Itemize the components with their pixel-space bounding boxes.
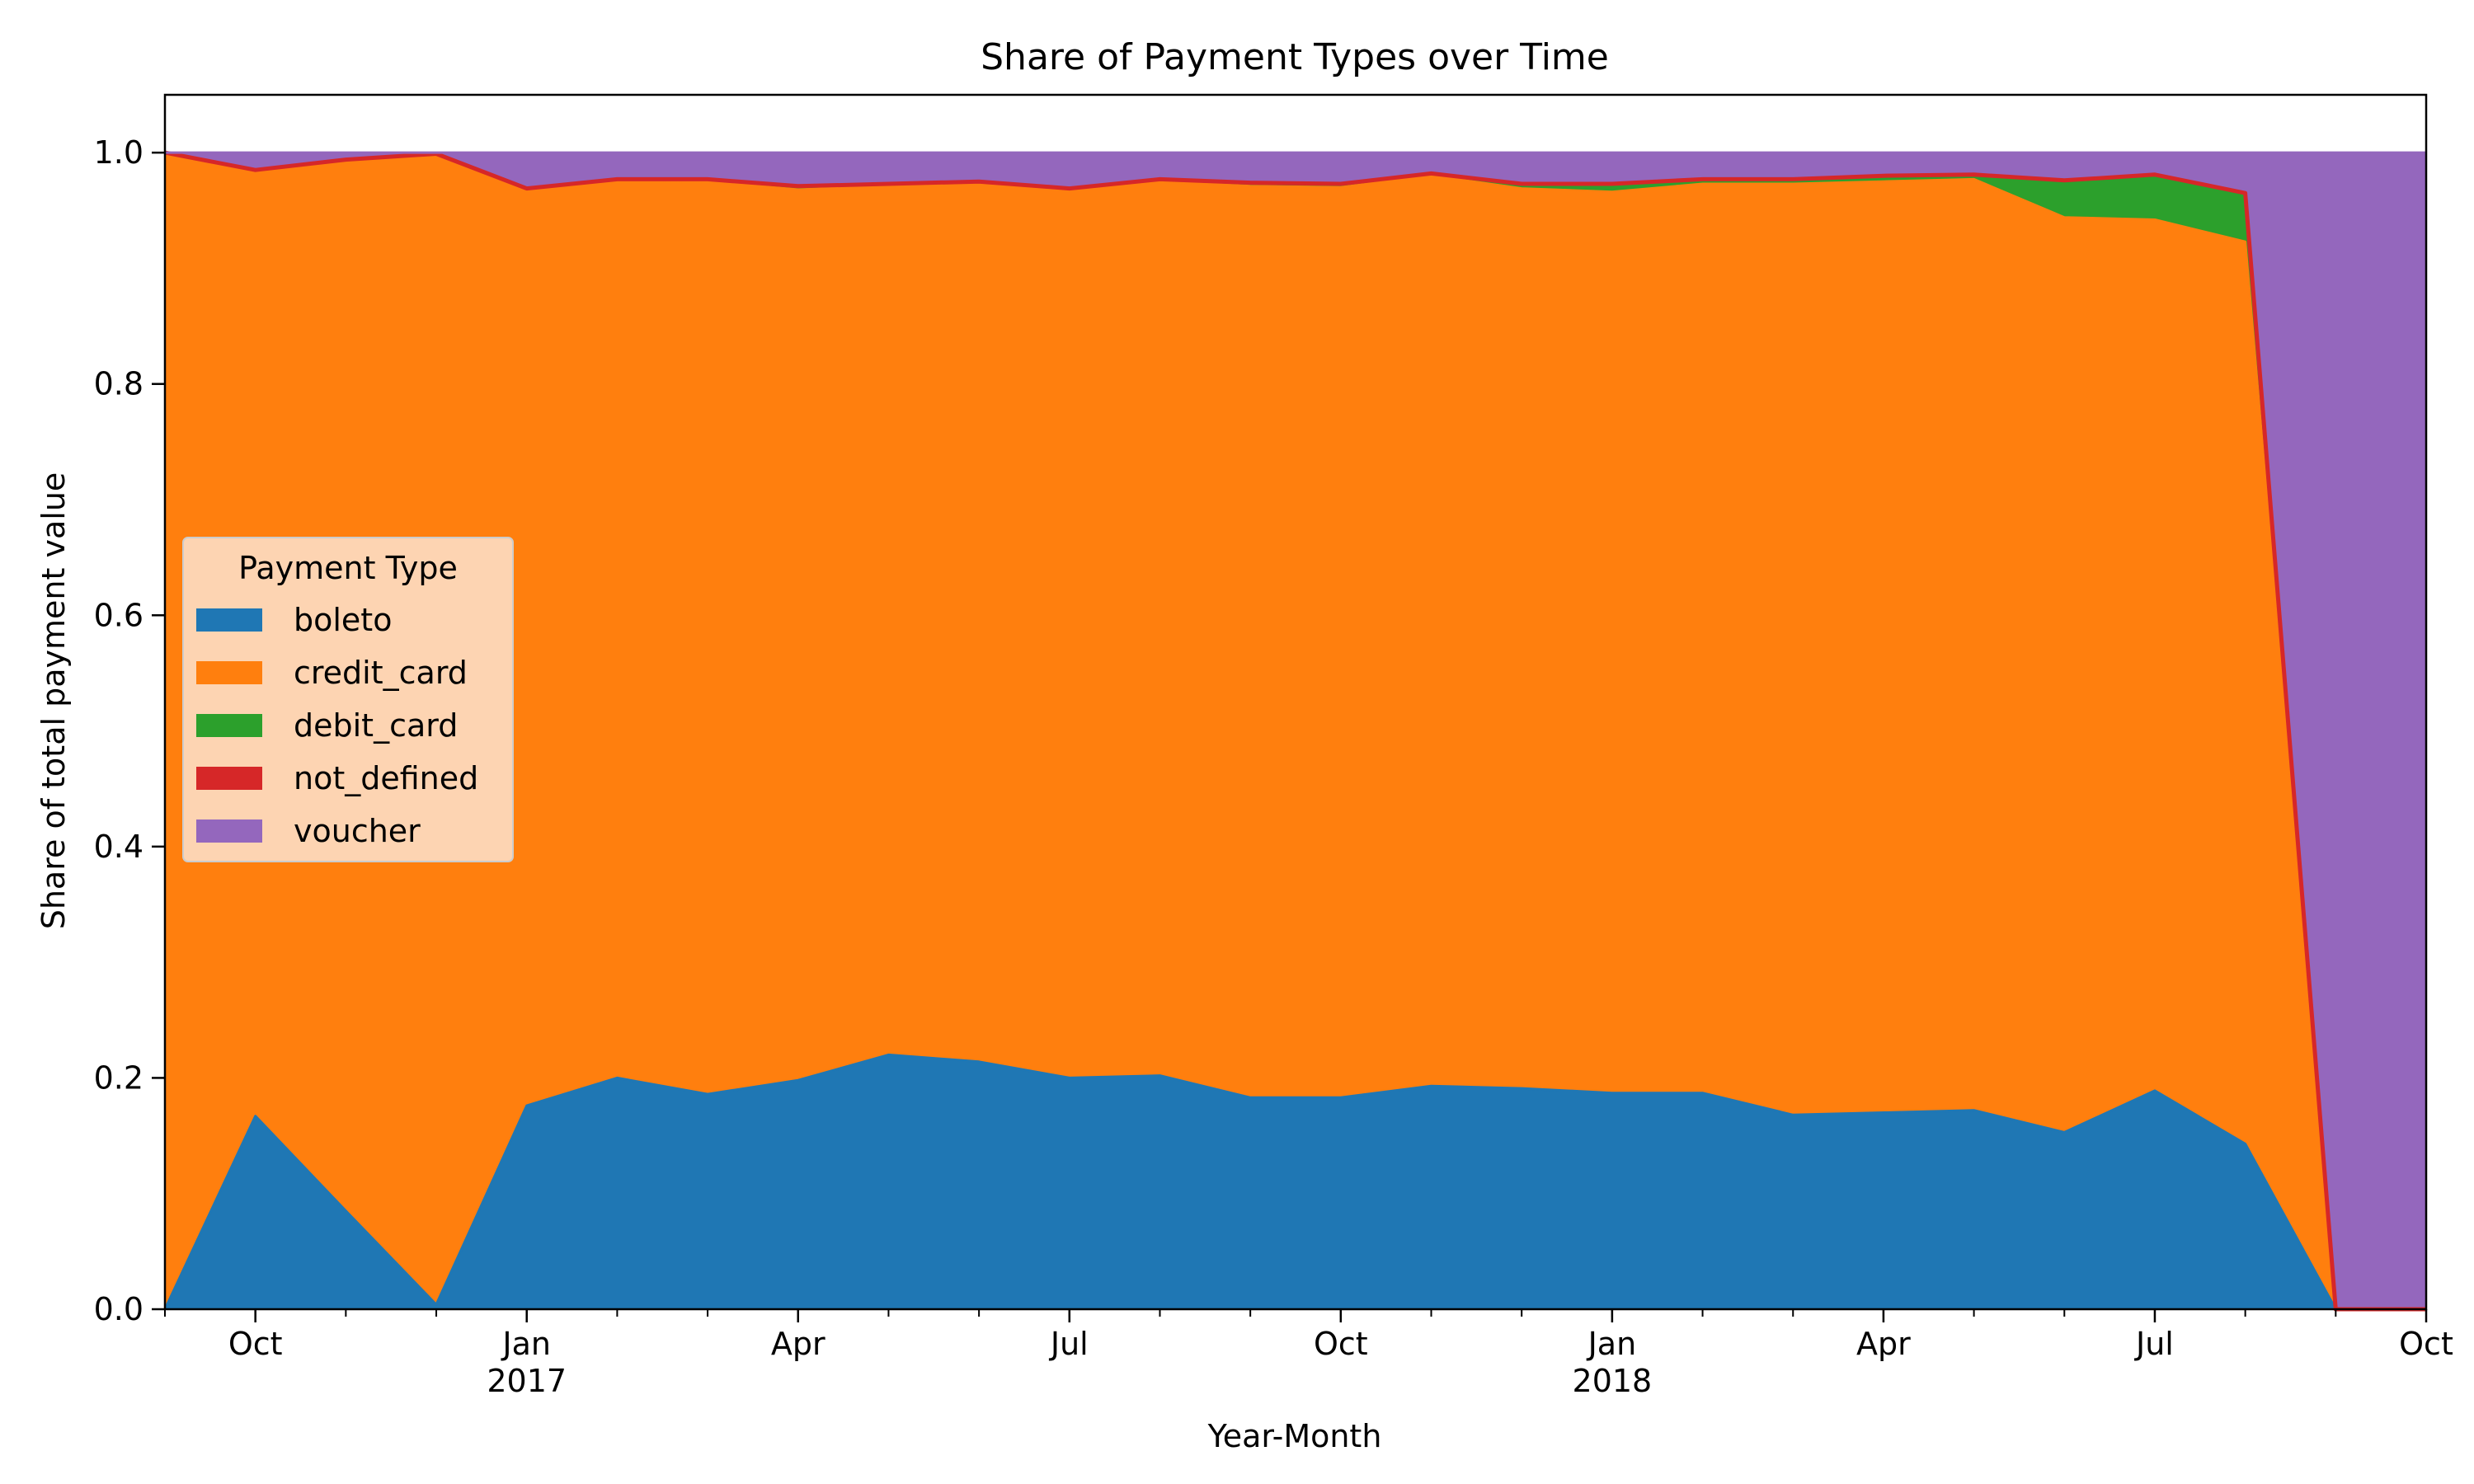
line-not-defined (164, 150, 2426, 1312)
x-tick-label: Jul (2134, 1326, 2174, 1362)
x-tick-label: Oct (2399, 1326, 2453, 1362)
legend-label-boleto: boleto (294, 602, 392, 638)
x-tick-label: Oct (228, 1326, 283, 1362)
chart-title: Share of Payment Types over Time (981, 36, 1609, 78)
x-tick-label: Oct (1314, 1326, 1368, 1362)
legend-label-debit-card: debit_card (294, 707, 458, 744)
x-tick-label: Apr (771, 1326, 825, 1362)
legend: Payment Type boleto credit_card debit_card… (182, 537, 514, 862)
legend-swatch-not-defined (196, 767, 262, 790)
x-tick-label: Jul (1049, 1326, 1089, 1362)
legend-swatch-voucher (196, 819, 262, 843)
y-tick-label: 0.0 (94, 1291, 143, 1327)
x-tick-label: Jan (1587, 1326, 1637, 1362)
x-tick-label: Jan (501, 1326, 551, 1362)
legend-swatch-boleto (196, 608, 262, 632)
plot-area (163, 93, 2428, 1312)
y-tick-label: 0.4 (94, 829, 143, 865)
legend-label-not-defined: not_defined (294, 760, 478, 796)
y-axis-label: Share of total payment value (35, 472, 72, 930)
y-tick-label: 1.0 (94, 134, 143, 171)
y-axis: 0.0 0.2 0.4 0.6 0.8 1.0 (94, 134, 165, 1327)
x-tick-year-label: 2018 (1573, 1363, 1653, 1399)
x-axis-label: Year-Month (1207, 1418, 1382, 1454)
y-tick-label: 0.8 (94, 366, 143, 402)
legend-swatch-debit-card (196, 714, 262, 737)
line-boleto (163, 1053, 2426, 1311)
legend-label-voucher: voucher (294, 813, 421, 849)
legend-title: Payment Type (238, 550, 458, 586)
legend-label-credit-card: credit_card (294, 655, 468, 691)
legend-items: boleto credit_card debit_card not_definedvo… (196, 602, 478, 849)
x-tick-year-label: 2017 (487, 1363, 567, 1399)
area-credit-card (165, 153, 2426, 1310)
plot-frame (163, 93, 2428, 1311)
y-tick-label: 0.6 (94, 597, 143, 633)
legend-box (182, 537, 514, 862)
legend-swatch-credit-card (196, 661, 262, 684)
area-boleto (165, 1054, 2426, 1309)
y-tick-label: 0.2 (94, 1059, 143, 1096)
x-tick-label: Apr (1856, 1326, 1911, 1362)
